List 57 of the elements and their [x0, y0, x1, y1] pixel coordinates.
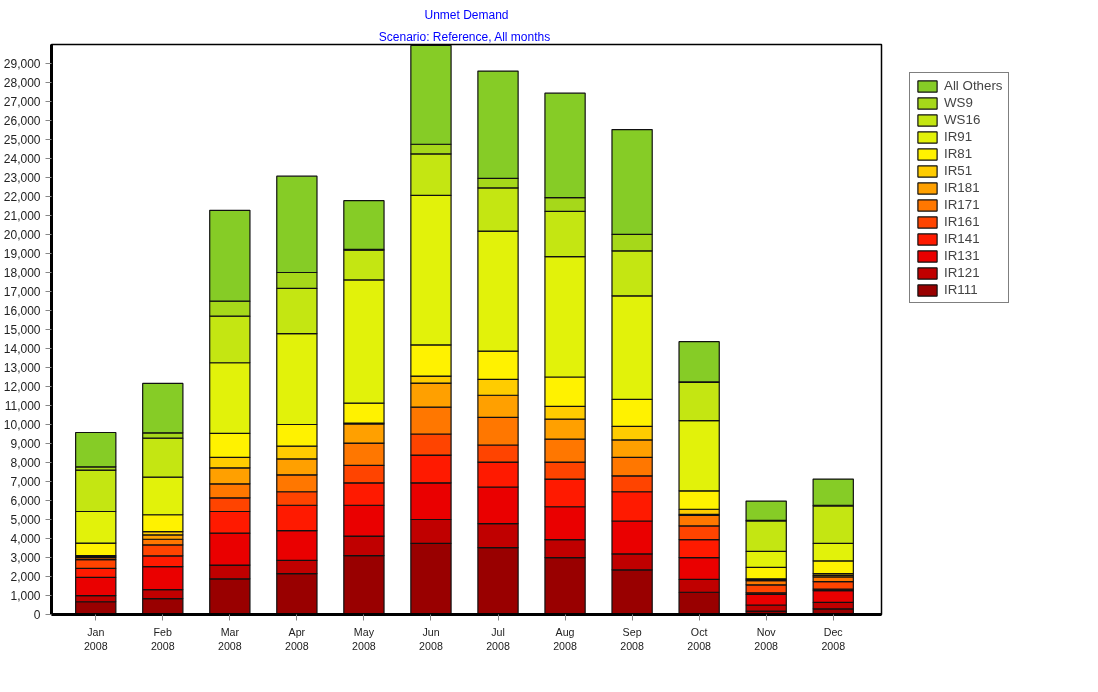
y-tick-label: 27,000	[3, 95, 41, 109]
y-tick-label: 13,000	[3, 361, 41, 375]
legend-label: IR111	[944, 282, 978, 297]
x-tick-label: Nov 2008	[754, 625, 779, 652]
y-tick-label: 15,000	[3, 323, 41, 337]
y-tick-label: 16,000	[3, 304, 41, 318]
y-tick-label: 19,000	[3, 247, 41, 261]
y-tick-label: 3,000	[10, 551, 41, 565]
y-tick-label: 25,000	[3, 133, 41, 147]
y-tick-label: 29,000	[3, 57, 41, 71]
y-tick-label: 17,000	[3, 285, 41, 299]
y-tick-label: 22,000	[3, 190, 41, 204]
legend-label: IR91	[944, 129, 973, 144]
legend-label: IR131	[944, 248, 980, 263]
y-tick-label: 26,000	[3, 114, 41, 128]
y-tick-label: 20,000	[3, 228, 41, 242]
legend-label: IR81	[944, 146, 973, 161]
x-tick-label: Dec 2008	[821, 625, 846, 652]
y-tick-label: 14,000	[3, 342, 41, 356]
y-tick-label: 1,000	[10, 589, 41, 603]
y-tick-label: 23,000	[3, 171, 41, 185]
y-tick-label: 12,000	[3, 380, 41, 394]
chart-title: Unmet Demand	[424, 7, 509, 22]
x-tick-label: Oct 2008	[687, 625, 712, 652]
y-tick-label: 28,000	[3, 76, 41, 90]
x-tick-label: Aug 2008	[553, 625, 577, 652]
y-tick-label: 11,000	[4, 399, 41, 413]
x-tick-label: Apr 2008	[285, 625, 309, 652]
y-tick-label: 9,000	[10, 437, 41, 451]
legend-label: WS16	[944, 112, 981, 127]
x-tick-label: Jan 2008	[83, 625, 108, 652]
legend-label: IR51	[944, 163, 973, 178]
y-tick-label: 10,000	[3, 418, 41, 432]
y-tick-label: 24,000	[3, 152, 41, 166]
y-tick-label: 21,000	[3, 209, 41, 223]
y-tick-label: 18,000	[3, 266, 41, 280]
y-tick-label: 6,000	[10, 494, 41, 508]
x-tick-label: Feb 2008	[150, 625, 175, 652]
x-tick-label: Mar 2008	[217, 625, 242, 652]
x-tick-label: May 2008	[352, 625, 376, 652]
y-tick-label: 4,000	[10, 532, 41, 546]
legend-label: WS9	[944, 95, 973, 110]
y-tick-label: 8,000	[10, 456, 41, 470]
y-tick-label: 7,000	[10, 475, 41, 489]
legend-label: All Others	[944, 78, 1003, 93]
legend-label: IR161	[944, 214, 980, 229]
legend-label: IR181	[944, 180, 980, 195]
y-tick-label: 5,000	[10, 513, 41, 527]
x-tick-label: Sep 2008	[620, 625, 645, 652]
x-tick-label: Jul 2008	[486, 625, 510, 652]
legend-label: IR171	[944, 197, 980, 212]
y-tick-label: 0	[33, 608, 41, 622]
x-tick-label: Jun 2008	[419, 625, 443, 652]
legend-label: IR121	[944, 265, 980, 280]
y-tick-label: 2,000	[10, 570, 41, 584]
legend-label: IR141	[944, 231, 980, 246]
chart-subtitle: Scenario: Reference, All months	[378, 29, 551, 44]
